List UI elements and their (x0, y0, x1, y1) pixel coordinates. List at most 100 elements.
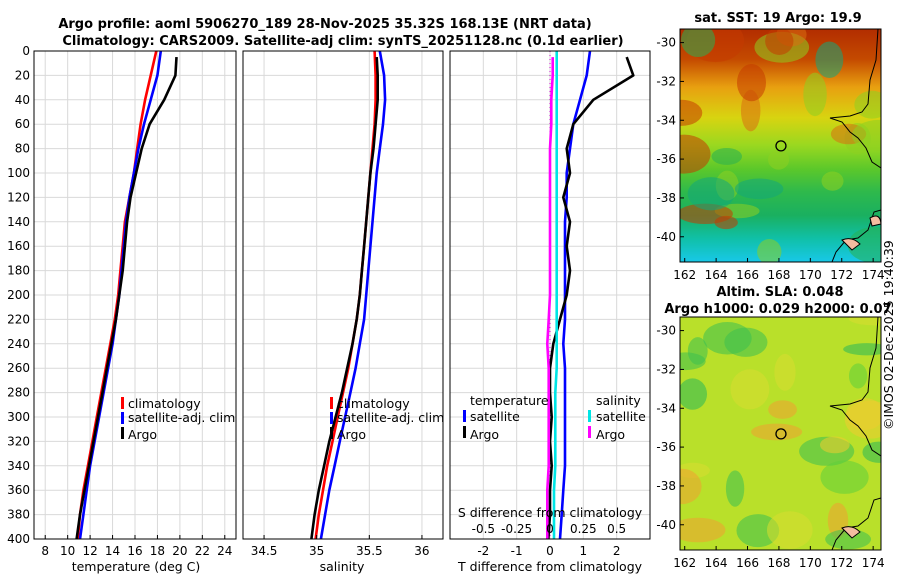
y-tick-label: 200 (7, 288, 30, 302)
sla-longitude-labels: 162 164 166 168 170 172 174 (673, 546, 885, 570)
texture-blob (862, 441, 881, 463)
salinity-axes-frame (242, 50, 444, 540)
y-tick-label: 260 (7, 361, 30, 375)
y-tick-label: 320 (7, 434, 30, 448)
series-line-satellite-adj-clim (319, 51, 387, 539)
temperature-xlabel: temperature (deg C) (72, 559, 201, 574)
longitude-label: 162 (673, 268, 696, 282)
sla-map-title-line1: Altim. SLA: 0.048 (717, 285, 844, 300)
t-difference-xlabel: T difference from climatology (457, 559, 643, 574)
y-tick-label: 100 (7, 166, 30, 180)
x-tick-label: 24 (217, 544, 232, 558)
y-tick-label: 360 (7, 483, 30, 497)
texture-blob (768, 400, 797, 419)
sst-texture (680, 29, 881, 262)
texture-blob (821, 171, 844, 191)
x-tick-label: -2 (477, 544, 489, 558)
s-difference-tick-labels: -0.5 -0.25 0 0.25 0.5 (472, 522, 627, 536)
depth-tick-labels: 0 20 40 60 80 100 120 140 160 180 200 220 240 260 280 3… (7, 44, 30, 546)
y-tick-label: 280 (7, 386, 30, 400)
texture-blob (847, 227, 881, 262)
y-tick-label: 140 (7, 215, 30, 229)
texture-blob (680, 352, 706, 371)
x-tick-label: 36 (414, 544, 429, 558)
legend-label-salinity-satellite: satellite (596, 409, 646, 424)
texture-blob (766, 511, 813, 549)
x-tick-label: 35 (309, 544, 324, 558)
y-tick-label: 120 (7, 190, 30, 204)
longitude-label: 172 (830, 556, 853, 570)
s-difference-axis-label: S difference from climatology (458, 505, 643, 520)
y-tick-label: 40 (15, 93, 30, 107)
texture-blob (680, 378, 708, 410)
salinity-legend: climatology satellite-adj. clim Argo (330, 396, 444, 442)
difference-panel: -2 -1 0 1 2 -0.5 -0.25 0 0.25 0.5 S difference f… (449, 50, 651, 574)
temperature-lines (75, 51, 178, 539)
x-tick-label: 18 (150, 544, 165, 558)
texture-blob (768, 149, 790, 170)
x-tick-label: 34.5 (251, 544, 278, 558)
y-tick-label: 0 (22, 44, 30, 58)
series-line-argo (75, 57, 178, 539)
texture-blob (680, 134, 711, 174)
texture-blob (851, 119, 881, 151)
texture-blob (757, 238, 782, 262)
texture-blob (815, 41, 844, 78)
texture-blob (843, 343, 881, 356)
legend-label-argo: Argo (337, 427, 366, 442)
longitude-label: 166 (736, 556, 759, 570)
latitude-label: -34 (656, 113, 676, 127)
texture-blob (734, 178, 784, 200)
latitude-label: -38 (656, 479, 676, 493)
latitude-label: -30 (656, 324, 676, 338)
x-tick-label: 10 (60, 544, 75, 558)
legend-swatch-salinity-satellite (588, 410, 591, 422)
sst-map-title: sat. SST: 19 Argo: 19.9 (694, 11, 861, 26)
legend-label-argo: Argo (128, 427, 157, 442)
texture-blob (854, 90, 881, 119)
sla-map-frame (679, 316, 882, 551)
legend-swatch-satellite (121, 412, 124, 424)
legend-swatch-argo (121, 427, 124, 439)
legend-label-climatology: climatology (128, 396, 201, 411)
longitude-label: 164 (705, 268, 728, 282)
x-tick-label: 1 (580, 544, 588, 558)
series-line-salinity-argo (545, 57, 555, 539)
t-difference-tick-labels: -2 -1 0 1 2 (477, 544, 620, 558)
difference-legend-temperature: temperature satellite Argo (463, 393, 549, 442)
longitude-label: 170 (799, 268, 822, 282)
sla-map-panel: Altim. SLA: 0.048 Argo h1000: 0.029 h200… (656, 285, 891, 570)
legend-title-salinity: salinity (596, 393, 641, 408)
latitude-label: -36 (656, 152, 676, 166)
texture-blob (820, 460, 869, 494)
s-tick-label: 0 (546, 522, 554, 536)
texture-blob (714, 215, 738, 230)
legend-label-satellite: satellite-adj. clim (128, 410, 235, 425)
texture-blob (844, 400, 881, 439)
difference-lines (545, 51, 635, 539)
latitude-label: -30 (656, 36, 676, 50)
legend-swatch-argo (463, 426, 466, 438)
salinity-panel: 34.5 35 35.5 36 salinity climatology satell… (242, 50, 444, 574)
sst-coastline (829, 29, 881, 262)
texture-blob (848, 363, 868, 389)
longitude-label: 166 (736, 268, 759, 282)
legend-swatch-salinity-argo (588, 426, 591, 438)
texture-blob (725, 470, 745, 507)
x-tick-label: 16 (127, 544, 142, 558)
series-line-argo (310, 57, 380, 539)
salinity-xlabel: salinity (320, 559, 365, 574)
legend-title-temperature: temperature (470, 393, 549, 408)
legend-label-argo: Argo (470, 427, 499, 442)
figure-title-line2: Climatology: CARS2009. Satellite-adj cli… (62, 34, 623, 49)
latitude-label: -40 (656, 518, 676, 532)
legend-label-satellite: satellite (470, 409, 520, 424)
x-tick-label: 12 (82, 544, 97, 558)
texture-blob (680, 517, 726, 543)
difference-axes-frame (449, 50, 651, 540)
sst-latitude-labels: -30 -32 -34 -36 -38 -40 (656, 36, 684, 244)
sst-map-frame (679, 28, 882, 263)
texture-blob (681, 29, 716, 57)
longitude-label: 168 (767, 268, 790, 282)
